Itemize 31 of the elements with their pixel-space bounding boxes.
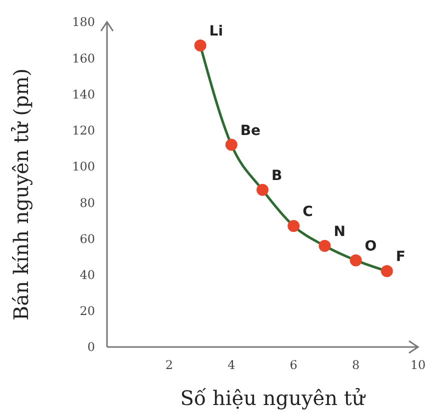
x-tick-label: 6: [290, 358, 298, 372]
point: [225, 138, 238, 151]
point: [194, 39, 206, 52]
annotation: F: [396, 249, 406, 266]
y-tick-label: 80: [80, 196, 95, 210]
annotation: Be: [240, 122, 261, 139]
point: [350, 254, 362, 266]
annotation: O: [364, 238, 377, 254]
y-tick-label: 140: [72, 87, 95, 102]
x-tick-label: 10: [410, 358, 426, 372]
point: [288, 220, 300, 232]
x-tick-label: 8: [352, 358, 360, 372]
y-tick-label: 60: [80, 232, 95, 246]
y-tick-label: 20: [80, 304, 95, 318]
point: [318, 240, 331, 252]
annotation: C: [302, 204, 313, 220]
point: [380, 265, 393, 278]
y-tick-label: 120: [72, 124, 95, 138]
y-tick-label: 100: [72, 160, 95, 174]
annotation: Li: [209, 23, 224, 40]
y-tick-label: 40: [80, 268, 95, 282]
x-tick-label: 2: [165, 358, 174, 372]
x-axis-title: Số hiệu nguyên tử: [180, 386, 366, 410]
x-tick-label: 4: [228, 358, 236, 372]
y-tick-label: 160: [72, 51, 95, 66]
annotation: B: [272, 168, 282, 184]
annotation: N: [334, 224, 346, 240]
point: [256, 184, 268, 196]
y-tick-label: 180: [72, 15, 95, 30]
y-axis-title: Bán kính nguyên tử (pm): [9, 68, 33, 321]
y-tick-label: 0: [87, 340, 95, 354]
